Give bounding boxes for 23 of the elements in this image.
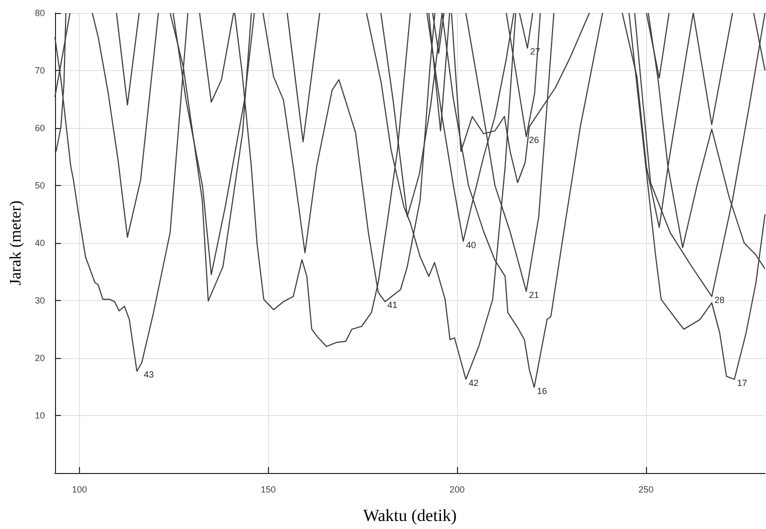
y-tick-label: 20 xyxy=(34,353,45,363)
x-tick-label: 150 xyxy=(260,484,276,494)
annotation: 41 xyxy=(387,300,398,310)
y-tick-label: 80 xyxy=(34,8,45,18)
annotation: 28 xyxy=(714,294,725,305)
x-tick-label: 200 xyxy=(450,484,465,494)
annotation: 16 xyxy=(536,386,547,396)
x-axis-title: Waktu (detik) xyxy=(363,506,457,525)
annotation: 42 xyxy=(468,378,479,388)
y-tick-label: 30 xyxy=(34,296,45,306)
annotation: 21 xyxy=(529,290,540,300)
x-tick-label: 250 xyxy=(638,484,654,494)
annotation: 17 xyxy=(737,378,748,388)
annotation: 43 xyxy=(144,370,154,380)
y-axis-title: Jarak (meter) xyxy=(8,200,24,286)
x-tick-label: 100 xyxy=(72,484,87,494)
y-tick-label: 40 xyxy=(34,238,45,248)
y-tick-label: 10 xyxy=(34,410,45,420)
annotation: 40 xyxy=(466,240,476,250)
y-tick-label: 60 xyxy=(34,123,45,133)
y-tick-label: 50 xyxy=(34,180,45,190)
y-tick-label: 70 xyxy=(34,66,45,76)
annotation: 26 xyxy=(529,135,540,146)
